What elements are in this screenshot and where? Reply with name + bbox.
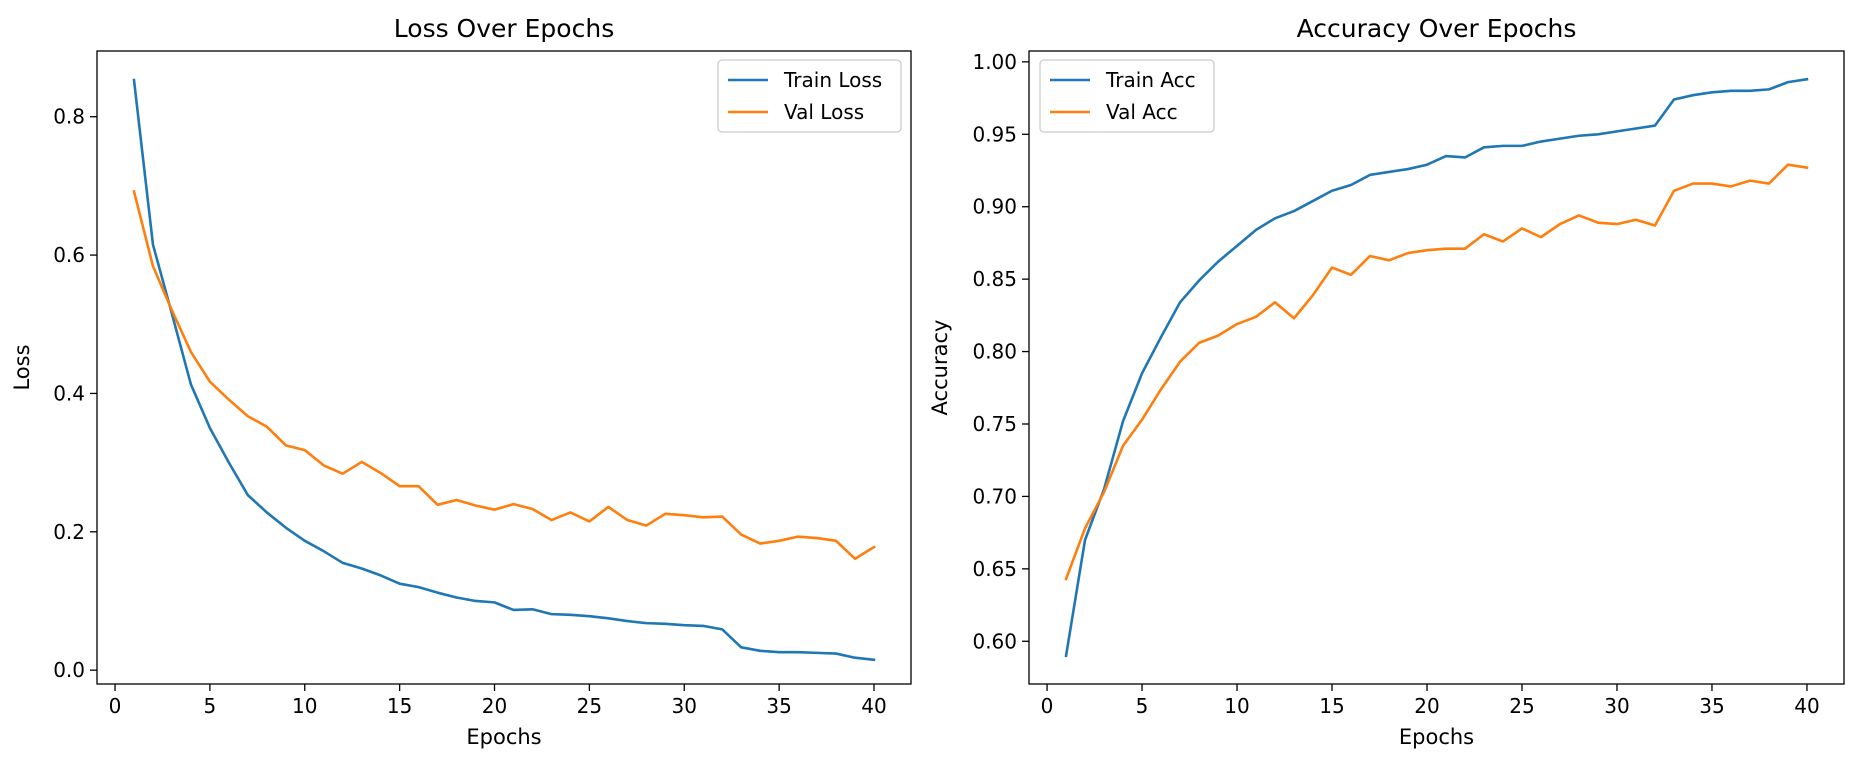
loss-x-tick-label: 5 — [204, 694, 217, 718]
loss-series-line-train-loss — [132, 78, 876, 662]
loss-x-tick-label: 40 — [861, 694, 886, 718]
accuracy-chart-title: Accuracy Over Epochs — [1297, 14, 1577, 43]
accuracy-x-tick-label: 5 — [1136, 694, 1149, 718]
accuracy-x-tick-label: 0 — [1041, 694, 1054, 718]
accuracy-axes-frame — [1028, 50, 1845, 685]
loss-legend: Train Loss Val Loss — [717, 59, 902, 133]
loss-y-tick-label: 0.2 — [53, 520, 85, 544]
loss-x-tick-label: 30 — [672, 694, 697, 718]
accuracy-series-line-train-acc — [1064, 77, 1809, 658]
loss-legend-label: Val Loss — [784, 100, 864, 124]
loss-y-tick-label: 0.4 — [53, 381, 85, 405]
loss-x-tick-label: 15 — [387, 694, 412, 718]
accuracy-x-tick-label: 25 — [1509, 694, 1534, 718]
accuracy-x-axis-label: Epochs — [1399, 725, 1474, 749]
loss-series-lines — [132, 78, 876, 662]
accuracy-x-tick-label: 10 — [1224, 694, 1249, 718]
accuracy-y-tick-label: 0.90 — [972, 195, 1017, 219]
loss-y-tick-label: 0.6 — [53, 243, 85, 267]
loss-x-tick-label: 10 — [292, 694, 317, 718]
accuracy-x-tick-label: 40 — [1794, 694, 1819, 718]
accuracy-chart: Accuracy Over Epochs 0 5 10 15 20 25 30 35 40 0.60… — [928, 14, 1845, 749]
loss-series-line-val-loss — [132, 189, 876, 561]
accuracy-x-tick-label: 35 — [1699, 694, 1724, 718]
accuracy-y-tick-label: 0.70 — [972, 484, 1017, 508]
loss-chart: Loss Over Epochs 0 5 10 15 20 25 30 35 40 0.0 0.2 0.… — [10, 14, 912, 749]
loss-chart-title: Loss Over Epochs — [394, 14, 614, 43]
accuracy-y-tick-label: 0.60 — [972, 629, 1017, 653]
accuracy-y-tick-label: 0.80 — [972, 340, 1017, 364]
accuracy-legend-label: Val Acc — [1106, 100, 1178, 124]
accuracy-y-tick-label: 0.85 — [972, 267, 1017, 291]
accuracy-series-lines — [1064, 77, 1809, 658]
loss-x-axis-label: Epochs — [466, 725, 541, 749]
accuracy-y-tick-label: 1.00 — [972, 50, 1017, 74]
loss-x-tick-label: 35 — [766, 694, 791, 718]
accuracy-series-line-val-acc — [1064, 163, 1809, 581]
loss-legend-box — [717, 59, 902, 133]
loss-x-tick-label: 25 — [577, 694, 602, 718]
accuracy-legend: Train Acc Val Acc — [1039, 59, 1215, 133]
loss-x-tick-label: 0 — [109, 694, 122, 718]
loss-x-tick-label: 20 — [482, 694, 507, 718]
loss-y-tick-label: 0.0 — [53, 658, 85, 682]
loss-legend-label: Train Loss — [783, 68, 882, 92]
accuracy-x-tick-label: 30 — [1604, 694, 1629, 718]
accuracy-x-tick-label: 15 — [1319, 694, 1344, 718]
loss-axes-frame — [96, 50, 912, 685]
loss-y-axis-label: Loss — [10, 344, 34, 390]
accuracy-y-tick-label: 0.95 — [972, 122, 1017, 146]
accuracy-y-tick-label: 0.65 — [972, 557, 1017, 581]
loss-y-tick-label: 0.8 — [53, 105, 85, 129]
accuracy-y-tick-label: 0.75 — [972, 412, 1017, 436]
accuracy-x-tick-label: 20 — [1414, 694, 1439, 718]
accuracy-y-axis-label: Accuracy — [928, 320, 952, 416]
accuracy-legend-box — [1039, 59, 1215, 133]
accuracy-legend-label: Train Acc — [1105, 68, 1196, 92]
